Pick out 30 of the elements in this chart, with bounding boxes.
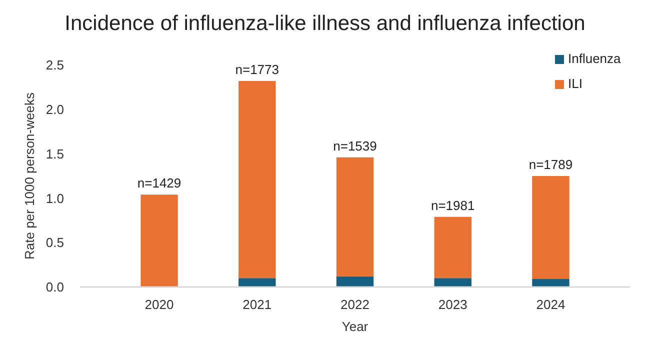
y-tick-label: 2.5 bbox=[46, 58, 64, 73]
annotation: n=1773 bbox=[235, 62, 280, 77]
bar bbox=[532, 176, 570, 280]
y-tick-label: 0.5 bbox=[46, 235, 64, 250]
bar bbox=[532, 279, 570, 287]
x-axis-title: Year bbox=[342, 319, 369, 334]
bar bbox=[238, 80, 276, 278]
bar bbox=[336, 157, 374, 276]
x-tick-label: 2021 bbox=[242, 297, 272, 312]
y-tick-label: 0.0 bbox=[46, 280, 64, 295]
x-tick-label: 2022 bbox=[340, 297, 370, 312]
y-axis-title: Rate per 1000 person-weeks bbox=[22, 92, 37, 260]
y-tick-label: 1.5 bbox=[46, 146, 64, 162]
bar bbox=[434, 216, 472, 278]
annotation: n=1789 bbox=[528, 157, 573, 172]
annotation: n=1429 bbox=[137, 176, 182, 191]
bar bbox=[140, 194, 178, 287]
bar bbox=[336, 276, 374, 287]
annotation: n=1981 bbox=[430, 198, 475, 213]
legend-label: Influenza bbox=[568, 51, 622, 66]
x-tick-label: 2020 bbox=[144, 297, 174, 312]
bar bbox=[434, 278, 472, 287]
annotation: n=1539 bbox=[333, 138, 377, 154]
x-tick-label: 2023 bbox=[438, 297, 468, 312]
y-tick-label: 1.0 bbox=[46, 190, 64, 206]
legend-label: ILI bbox=[568, 76, 582, 91]
x-tick-label: 2024 bbox=[536, 297, 566, 312]
bar bbox=[238, 278, 276, 287]
chart-title: Incidence of influenza-like illness and influenza infection bbox=[64, 12, 586, 35]
y-tick-label: 2.0 bbox=[46, 102, 64, 117]
